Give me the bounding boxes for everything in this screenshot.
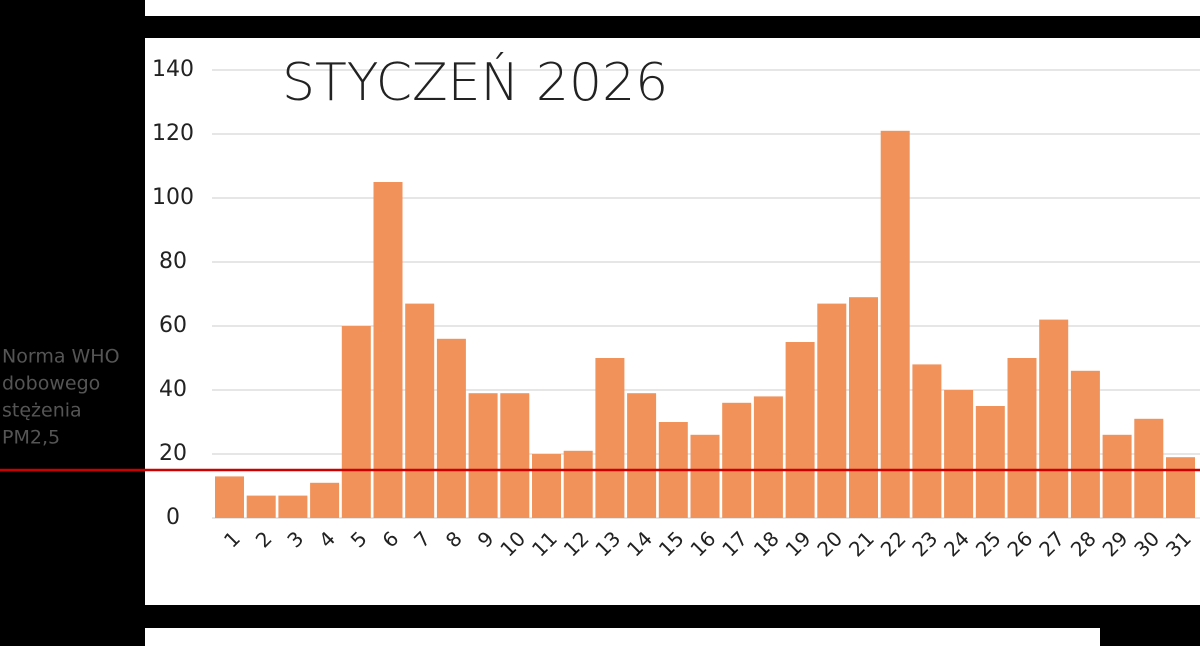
bar bbox=[405, 303, 435, 518]
y-tick-label: 80 bbox=[159, 249, 187, 274]
bar bbox=[1166, 457, 1195, 518]
bar bbox=[500, 393, 530, 518]
y-tick-label: 120 bbox=[152, 121, 194, 146]
y-tick-label: 0 bbox=[166, 505, 180, 530]
bar bbox=[373, 182, 403, 518]
bar bbox=[1007, 358, 1037, 518]
bar bbox=[532, 454, 561, 518]
bar bbox=[817, 303, 847, 518]
reference-label: stężenia bbox=[2, 400, 82, 422]
chart-title: STYCZEŃ 2026 bbox=[282, 52, 668, 113]
bar bbox=[1070, 370, 1100, 518]
bar bbox=[215, 476, 244, 518]
bar bbox=[310, 482, 340, 518]
bottom-panel bbox=[145, 628, 1100, 646]
y-tick-label: 100 bbox=[152, 185, 194, 210]
bar bbox=[1039, 319, 1069, 518]
y-tick-label: 140 bbox=[152, 57, 194, 82]
bar bbox=[912, 364, 942, 518]
top-panel bbox=[145, 0, 1200, 16]
bar bbox=[436, 338, 466, 518]
bar bbox=[278, 495, 308, 518]
y-tick-label: 40 bbox=[159, 377, 187, 402]
bar bbox=[944, 390, 974, 518]
bar bbox=[341, 326, 371, 518]
bar bbox=[849, 297, 878, 518]
bar bbox=[563, 450, 593, 518]
bar bbox=[753, 396, 783, 518]
y-tick-label: 60 bbox=[159, 313, 187, 338]
reference-label: dobowego bbox=[2, 373, 100, 395]
bar bbox=[690, 434, 720, 518]
bar bbox=[627, 393, 657, 518]
y-tick-label: 20 bbox=[159, 441, 187, 466]
bar bbox=[246, 495, 276, 518]
bar bbox=[595, 358, 625, 518]
bar bbox=[468, 393, 498, 518]
bar bbox=[785, 342, 815, 518]
bar bbox=[1134, 418, 1164, 518]
reference-label: PM2,5 bbox=[2, 427, 60, 449]
bar bbox=[975, 406, 1005, 518]
bar bbox=[1102, 434, 1132, 518]
reference-label: Norma WHO bbox=[2, 346, 120, 368]
bar bbox=[880, 130, 910, 519]
bar bbox=[722, 402, 752, 518]
